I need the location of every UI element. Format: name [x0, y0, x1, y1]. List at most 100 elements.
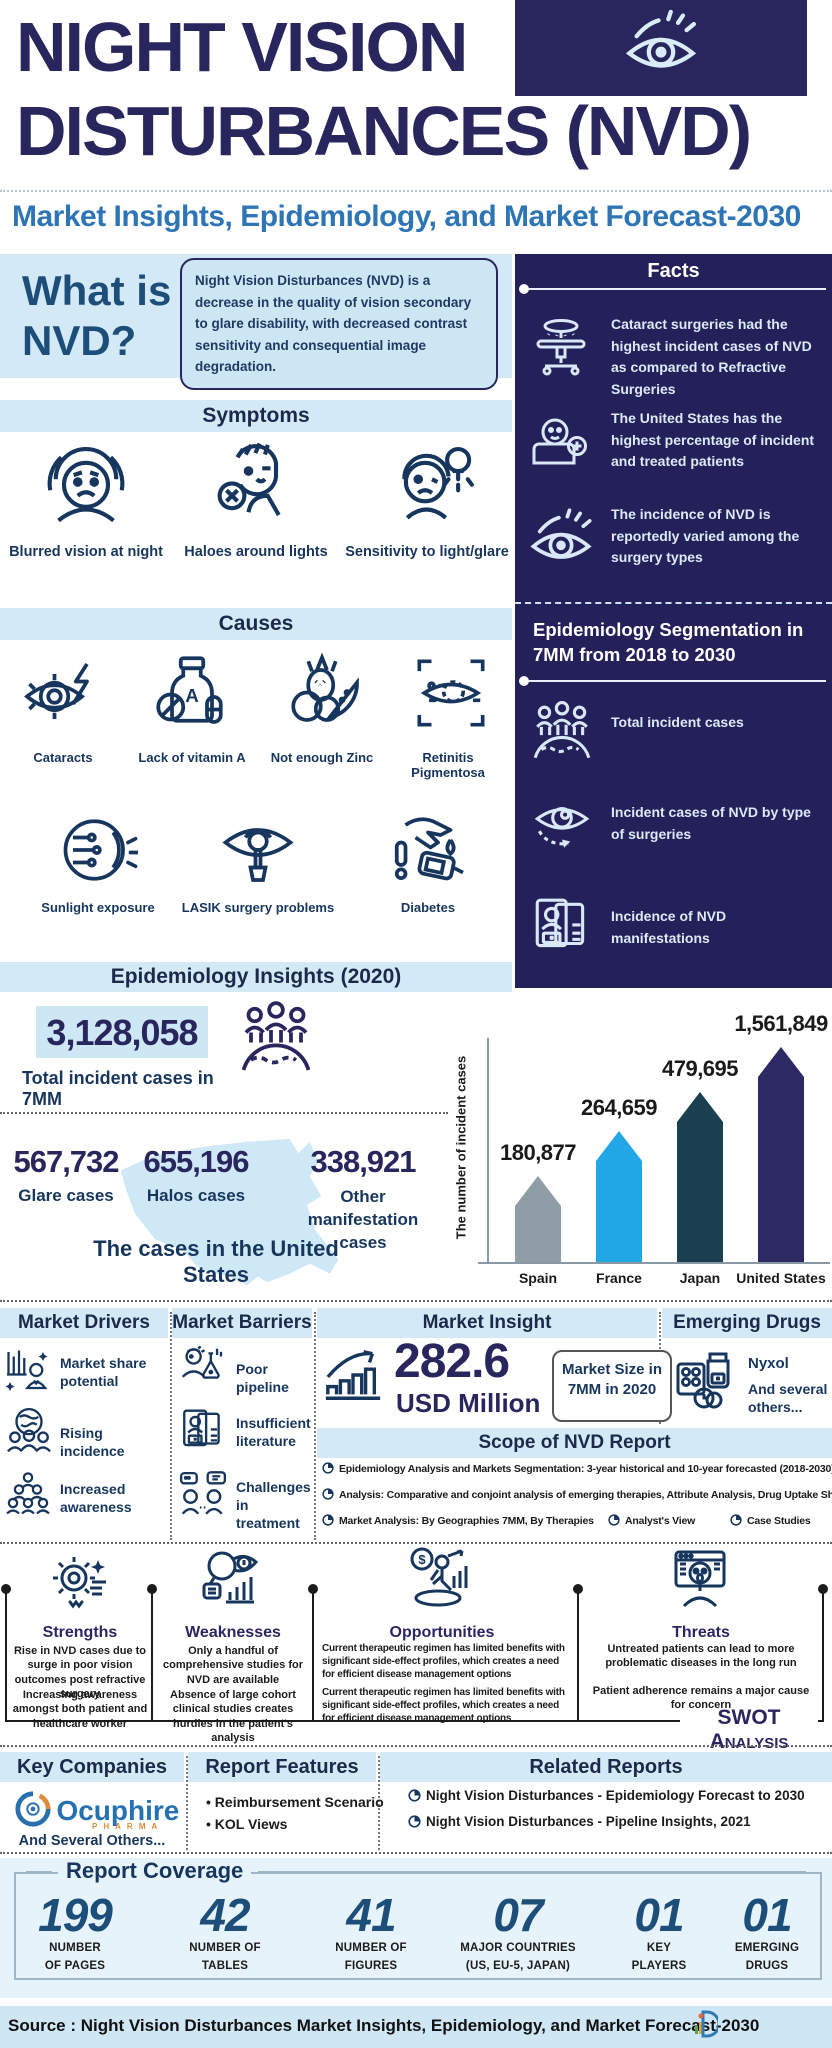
related-report-item: Night Vision Disturbances - Epidemiology…	[408, 1788, 805, 1805]
facts-panel: Facts Cataract surgeries had the highest…	[515, 254, 832, 988]
column-divider	[186, 1756, 188, 1850]
page-title-line2: DISTURBANCES (NVD)	[16, 92, 752, 170]
bar-category-label: Japan	[679, 1270, 721, 1286]
driver-item: Increased awareness	[60, 1481, 132, 1516]
total-incident-label: Total incident cases in 7MM	[22, 1068, 214, 1109]
coverage-rule	[258, 1871, 806, 1873]
segmentation-item: Total incident cases	[611, 714, 744, 730]
scope-bullet: Epidemiology Analysis and Markets Segmen…	[322, 1462, 832, 1477]
coverage-stat-label: MAJOR COUNTRIES (US, EU-5, JAPAN)	[446, 1940, 590, 1976]
barrier-item: Poor pipeline	[236, 1361, 289, 1396]
diabetes-hand-icon	[388, 810, 468, 895]
bar-united-states	[758, 1047, 804, 1262]
documents-icon	[178, 1406, 228, 1461]
driver-item: Rising incidence	[60, 1425, 125, 1460]
symptom-label: Sensitivity to light/glare	[345, 544, 509, 560]
key-companies-others: And Several Others...	[18, 1833, 166, 1849]
section-divider	[0, 1745, 832, 1747]
vitamin-bottle-icon	[152, 652, 232, 737]
bar-spain	[515, 1176, 561, 1262]
weaknesses-title: Weaknesses	[185, 1624, 281, 1641]
delveinsight-logo: ELVEINSIGHT	[694, 2010, 832, 2048]
threats-point: Patient adherence remains a major cause …	[592, 1685, 810, 1712]
scope-bullet-text: Epidemiology Analysis and Markets Segmen…	[339, 1463, 832, 1475]
bar-category-label: United States	[736, 1270, 826, 1286]
coverage-stat-line2: (US, EU-5, JAPAN)	[465, 1959, 571, 1972]
scope-bullet-text: Analyst's View	[625, 1515, 696, 1527]
related-report-text: Night Vision Disturbances - Pipeline Ins…	[426, 1814, 751, 1829]
bar-japan	[677, 1092, 723, 1262]
pie-chart-icon	[322, 1488, 334, 1503]
bar-value-label: 479,695	[661, 1056, 739, 1081]
strengths-point: Rise in NVD cases due to surge in poor v…	[13, 1645, 147, 1700]
swot-connector-line	[151, 1590, 153, 1722]
id-cards-icon	[529, 894, 595, 965]
facts-title: Facts	[647, 260, 700, 282]
report-feature-item: • Reimbursement Scenario	[206, 1794, 384, 1810]
header-logo-box	[515, 0, 807, 96]
cause-label: Lack of vitamin A	[138, 750, 246, 765]
pie-chart-icon	[408, 1815, 421, 1831]
pie-chart-icon	[408, 1789, 421, 1805]
market-size-box-line2: 7MM in 2020	[567, 1380, 657, 1398]
dollar-opportunities-icon	[408, 1546, 472, 1615]
epi-segmentation-title: Epidemiology Segmentation in 7MM from 20…	[533, 619, 804, 665]
market-size-unit: USD Million	[396, 1388, 541, 1418]
eye-arrow-icon	[529, 792, 595, 863]
section-divider	[0, 1300, 832, 1302]
report-features-title: Report Features	[188, 1752, 376, 1782]
weaknesses-point: Only a handful of comprehensive studies …	[163, 1645, 303, 1686]
coverage-stat-line1: MAJOR COUNTRIES	[460, 1942, 576, 1954]
coverage-stat-line2: OF PAGES	[44, 1959, 106, 1972]
coverage-stat-line1: KEY	[646, 1942, 672, 1954]
segmentation-item: Incident cases of NVD by type of surgeri…	[611, 804, 811, 842]
people-globe-icon	[529, 700, 595, 771]
bar-value-label: 1,561,849	[734, 1011, 828, 1036]
threats-icon	[668, 1548, 732, 1617]
swot-connector-dot	[308, 1584, 318, 1594]
what-is-heading-line2: NVD?	[22, 316, 137, 364]
halos-cases-label: Halos cases	[146, 1186, 246, 1205]
opportunities-point: Current therapeutic regimen has limited …	[322, 1643, 565, 1680]
symptom-label: Haloes around lights	[184, 544, 328, 560]
scientist-icon	[178, 1344, 228, 1399]
bar-value-label: 264,659	[580, 1095, 658, 1120]
coverage-stat-line2: FIGURES	[344, 1959, 398, 1972]
what-is-heading-line1: What is	[22, 267, 172, 314]
eye-lash-icon	[622, 7, 700, 90]
market-size-value: 282.6	[394, 1335, 510, 1388]
lasik-eye-icon	[218, 810, 298, 895]
pills-icon	[672, 1348, 736, 1417]
column-divider	[314, 1312, 316, 1540]
key-companies-title: Key Companies	[0, 1752, 184, 1782]
strengths-point: Increasing awareness amongst both patien…	[12, 1689, 148, 1730]
gear-strengths-icon	[48, 1550, 112, 1619]
delveinsight-d-icon	[695, 2010, 721, 2038]
opportunities-point: Current therapeutic regimen has limited …	[322, 1687, 565, 1724]
driver-item: Market share potential	[60, 1355, 147, 1390]
report-feature-item: • KOL Views	[206, 1816, 288, 1832]
pie-chart-icon	[730, 1514, 742, 1529]
scope-bullet: Case Studies	[730, 1514, 811, 1529]
what-is-heading: What is NVD?	[22, 266, 171, 365]
coverage-stat-line1: NUMBER OF	[335, 1942, 407, 1954]
market-drivers-title: Market Drivers	[0, 1308, 168, 1338]
market-barriers-title: Market Barriers	[172, 1308, 312, 1338]
emerging-drug-name: Nyxol	[748, 1355, 789, 1372]
column-divider	[378, 1756, 380, 1850]
coverage-stat-line1: NUMBER	[49, 1942, 101, 1954]
scope-bullet: Analyst's View	[608, 1514, 695, 1529]
market-insight-title: Market Insight	[317, 1308, 657, 1338]
market-size-box-line1: Market Size in	[561, 1361, 663, 1378]
swot-connector-line	[577, 1590, 579, 1722]
magnifier-weaknesses-icon	[200, 1548, 264, 1617]
ocuphire-swirl-icon	[15, 1791, 51, 1827]
swot-connector-dot	[818, 1584, 828, 1594]
coverage-stat-value: 42	[200, 1889, 250, 1941]
pie-chart-icon	[608, 1514, 620, 1529]
epidemiology-title: Epidemiology Insights (2020)	[0, 962, 512, 992]
related-reports-title: Related Reports	[380, 1752, 832, 1782]
scope-bullet-text: Analysis: Comparative and conjoint analy…	[339, 1489, 832, 1501]
cause-label: Diabetes	[400, 900, 456, 915]
